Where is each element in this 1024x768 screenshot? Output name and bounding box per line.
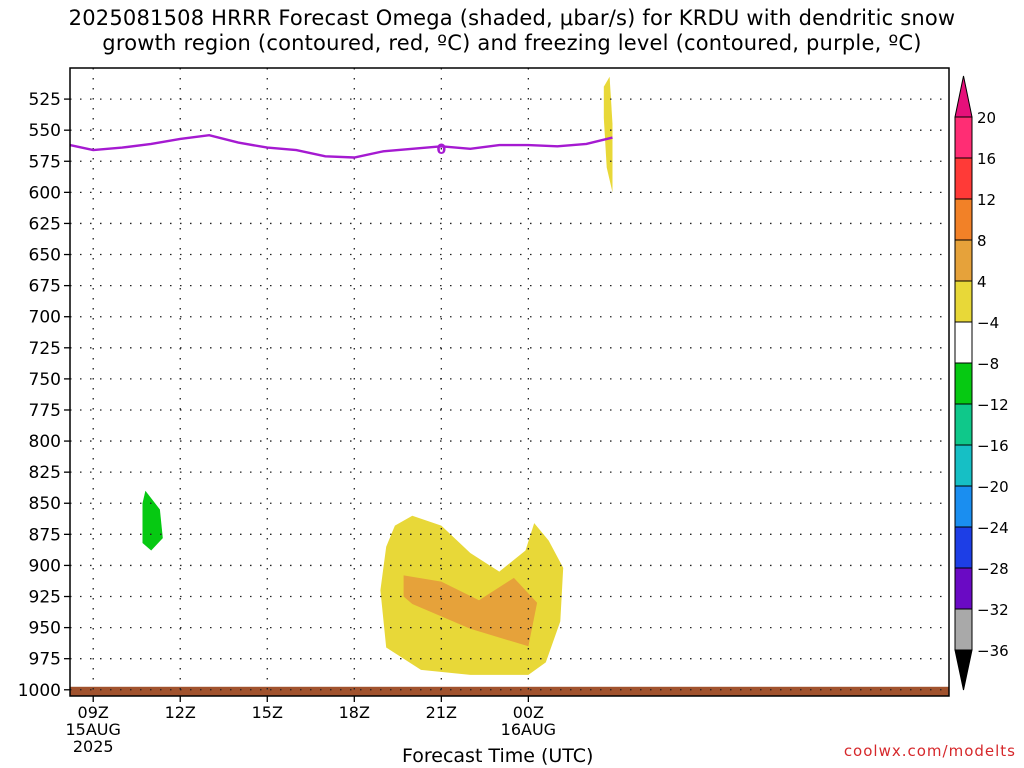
y-tick-label-800: 800 bbox=[29, 432, 61, 452]
y-tick-label-825: 825 bbox=[29, 463, 61, 483]
ground-layer bbox=[70, 686, 949, 696]
y-tick-label-700: 700 bbox=[29, 308, 61, 328]
y-tick-label-900: 900 bbox=[29, 556, 61, 576]
colorbar-label-2: 12 bbox=[977, 191, 996, 209]
colorbar-bin-4 bbox=[954, 280, 973, 323]
omega-shading bbox=[142, 76, 613, 675]
plot-frame bbox=[69, 67, 950, 697]
y-axis-ticks: 525 550 575 600 625 650 675 700 725 750 775 800 825 8… bbox=[18, 90, 70, 701]
y-tick-label-850: 850 bbox=[29, 494, 61, 514]
omega-region-3 bbox=[603, 76, 613, 193]
colorbar-label-9: −20 bbox=[977, 478, 1009, 496]
colorbar-bin-11 bbox=[954, 567, 973, 610]
colorbar-label-3: 8 bbox=[977, 232, 987, 250]
y-tick-label-925: 925 bbox=[29, 588, 61, 608]
x-tick-label-09Z: 09Z bbox=[78, 703, 109, 722]
y-tick-label-675: 675 bbox=[29, 277, 61, 297]
colorbar-label-11: −28 bbox=[977, 560, 1009, 578]
colorbar-bin-0 bbox=[954, 116, 973, 159]
colorbar-bin-last bbox=[954, 608, 973, 651]
x-tick-label-21Z: 21Z bbox=[426, 703, 457, 722]
colorbar-label-13: −36 bbox=[977, 642, 1009, 660]
colorbar-label-12: −32 bbox=[977, 601, 1009, 619]
freezing-level-line bbox=[69, 133, 613, 159]
y-tick-label-575: 575 bbox=[29, 152, 61, 172]
y-tick-label-625: 625 bbox=[29, 214, 61, 234]
x-tick-label-15Z: 15Z bbox=[252, 703, 283, 722]
x-tick-label-2025: 2025 bbox=[73, 737, 114, 756]
y-tick-label-875: 875 bbox=[29, 525, 61, 545]
y-tick-label-775: 775 bbox=[29, 401, 61, 421]
colorbar-bin-2 bbox=[954, 198, 973, 241]
x-tick-label-00Z: 00Z bbox=[513, 703, 544, 722]
y-tick-label-600: 600 bbox=[29, 183, 61, 203]
colorbar-bin-7 bbox=[954, 403, 973, 446]
y-tick-label-650: 650 bbox=[29, 246, 61, 266]
colorbar-bin-5 bbox=[954, 321, 973, 364]
y-tick-label-525: 525 bbox=[29, 90, 61, 110]
colorbar-label-1: 16 bbox=[977, 150, 996, 168]
x-tick-label-16AUG: 16AUG bbox=[501, 720, 556, 739]
freezing-level-contour: 0 bbox=[69, 133, 613, 159]
colorbar-label-0: 20 bbox=[977, 109, 996, 127]
colorbar-label-6: −8 bbox=[977, 355, 999, 373]
y-tick-label-725: 725 bbox=[29, 339, 61, 359]
colorbar-label-4: 4 bbox=[977, 273, 987, 291]
colorbar-label-7: −12 bbox=[977, 396, 1009, 414]
ground-strip bbox=[70, 686, 949, 696]
credit-link[interactable]: coolwx.com/modelts bbox=[843, 742, 1016, 760]
chart-title: 2025081508 HRRR Forecast Omega (shaded, … bbox=[68, 6, 956, 55]
plot-border bbox=[69, 67, 950, 697]
colorbar-bin-9 bbox=[954, 485, 973, 528]
omega-region-2 bbox=[403, 575, 538, 647]
omega-region-0 bbox=[142, 490, 163, 551]
colorbar-bin-10 bbox=[954, 526, 973, 569]
x-tick-label-15AUG: 15AUG bbox=[65, 720, 120, 739]
colorbar-label-10: −24 bbox=[977, 519, 1009, 537]
x-axis-label: Forecast Time (UTC) bbox=[402, 745, 594, 767]
x-tick-label-18Z: 18Z bbox=[339, 703, 370, 722]
y-tick-label-750: 750 bbox=[29, 370, 61, 390]
colorbar-bin-8 bbox=[954, 444, 973, 487]
colorbar-bin-3 bbox=[954, 239, 973, 282]
y-tick-label-950: 950 bbox=[29, 619, 61, 639]
colorbar: 20 16 12 8 4 −4 −8 −12 −16 −20 −24 −28 −32 −36 bbox=[954, 75, 1009, 691]
y-tick-label-1000: 1000 bbox=[18, 681, 61, 701]
colorbar-label-5: −4 bbox=[977, 314, 999, 332]
y-tick-label-975: 975 bbox=[29, 650, 61, 670]
x-tick-label-12Z: 12Z bbox=[165, 703, 196, 722]
freezing-level-label: 0 bbox=[436, 142, 446, 158]
colorbar-bin-6 bbox=[954, 362, 973, 405]
colorbar-top-triangle bbox=[954, 75, 973, 118]
colorbar-bottom-triangle bbox=[954, 649, 973, 691]
y-tick-label-550: 550 bbox=[29, 121, 61, 141]
colorbar-label-8: −16 bbox=[977, 437, 1009, 455]
colorbar-bin-1 bbox=[954, 157, 973, 200]
